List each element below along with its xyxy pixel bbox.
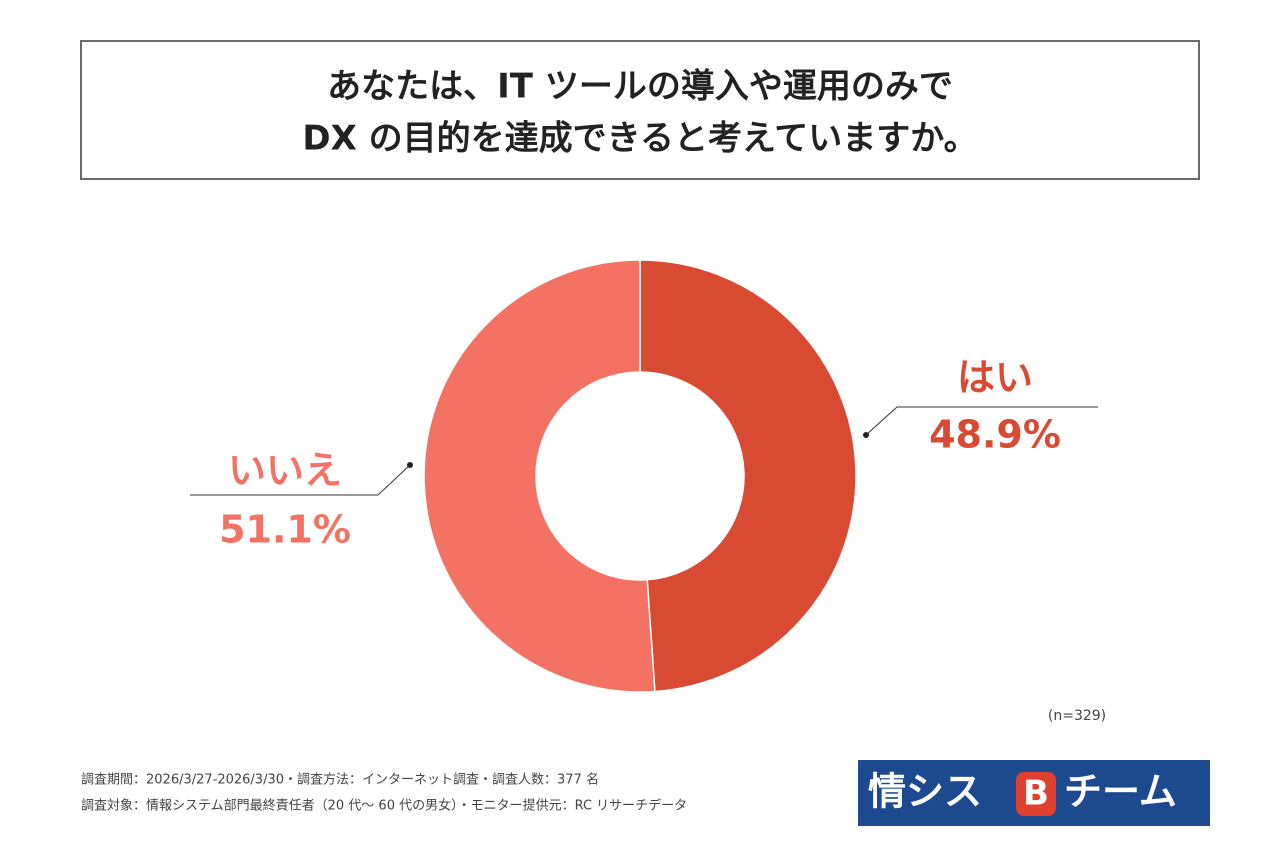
logo-mark-box bbox=[1016, 772, 1056, 816]
sample-note: (n=329) bbox=[1048, 708, 1106, 724]
chart-title: DX の目的を達成できると考えていますか。 bbox=[302, 119, 977, 159]
logo-mark: B bbox=[1023, 774, 1049, 814]
slice-value: 48.9% bbox=[929, 413, 1061, 457]
leader-dot bbox=[407, 462, 413, 468]
slice-value: 51.1% bbox=[219, 508, 351, 552]
logo-text: 情シス bbox=[868, 770, 982, 814]
slice-label: いいえ bbox=[228, 449, 342, 493]
leader-dot bbox=[863, 432, 869, 438]
slice-label: はい bbox=[957, 356, 1033, 400]
donut-slice bbox=[639, 259, 857, 693]
footer-line: 調査対象：情報システム部門最終責任者（20 代〜 60 代の男女）・モニター提供… bbox=[81, 798, 687, 814]
leader-line bbox=[865, 406, 1098, 436]
logo-text: チーム bbox=[1064, 770, 1177, 814]
footer-line: 調査期間：2026/3/27-2026/3/30・調査方法：インターネット調査・… bbox=[81, 772, 599, 788]
leader-line bbox=[190, 464, 411, 496]
chart-title: あなたは、IT ツールの導入や運用のみで bbox=[327, 67, 953, 107]
title-box bbox=[80, 40, 1200, 180]
donut-slice bbox=[423, 259, 656, 693]
